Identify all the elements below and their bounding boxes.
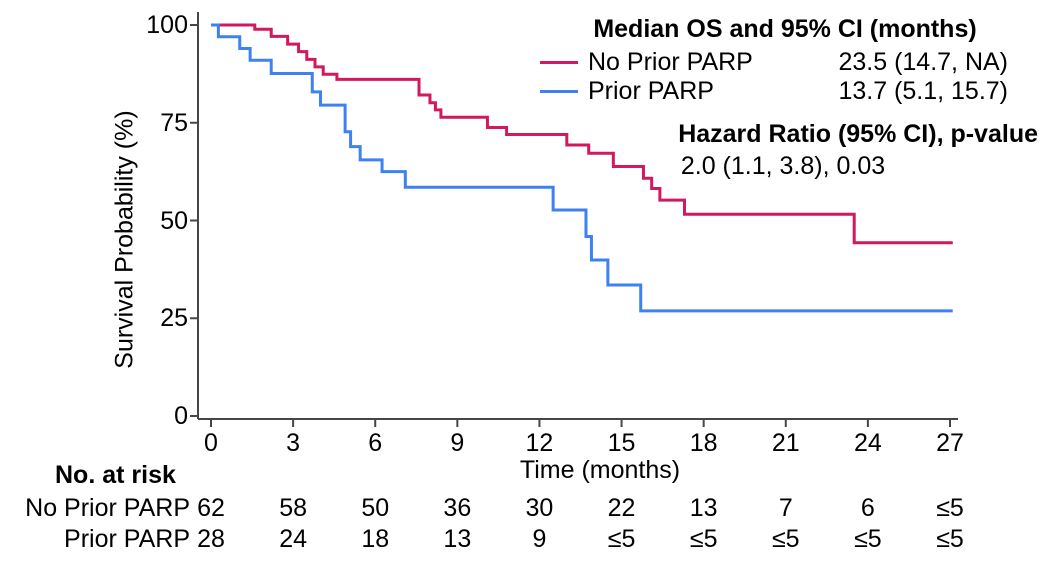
x-tick-label: 27 xyxy=(936,429,964,457)
no-prior-parp-line-swatch-icon xyxy=(540,61,578,64)
risk-count: 13 xyxy=(443,525,472,553)
hazard-ratio-title: Hazard Ratio (95% CI), p-value xyxy=(678,120,1038,148)
risk-count: 13 xyxy=(689,494,718,522)
x-tick-label: 24 xyxy=(853,429,882,457)
x-tick-label: 0 xyxy=(204,429,218,457)
x-tick-label: 15 xyxy=(607,429,636,457)
risk-count: ≤5 xyxy=(936,494,964,522)
risk-count: 58 xyxy=(279,494,308,522)
legend-row-prior-parp: Prior PARP 13.7 (5.1, 15.7) xyxy=(540,77,1008,106)
risk-count: 24 xyxy=(279,525,308,553)
risk-count: 18 xyxy=(361,525,390,553)
risk-count: 30 xyxy=(525,494,554,522)
legend-row-no-prior-parp: No Prior PARP 23.5 (14.7, NA) xyxy=(540,48,1008,77)
x-tick-label: 21 xyxy=(771,429,800,457)
y-tick-label: 25 xyxy=(160,304,188,333)
risk-row-label-prior-parp: Prior PARP xyxy=(64,525,190,553)
legend-label: Prior PARP xyxy=(588,77,714,105)
y-tick-label: 0 xyxy=(174,402,188,430)
risk-count: 28 xyxy=(197,525,225,553)
legend-value: 23.5 (14.7, NA) xyxy=(838,48,1008,76)
risk-count: ≤5 xyxy=(936,525,964,553)
hazard-ratio-value: 2.0 (1.1, 3.8), 0.03 xyxy=(680,152,886,180)
risk-count: 7 xyxy=(778,494,793,522)
risk-count: ≤5 xyxy=(854,525,882,553)
legend-label: No Prior PARP xyxy=(588,48,753,76)
y-tick-label: 100 xyxy=(146,11,188,39)
x-tick-label: 18 xyxy=(689,429,718,457)
y-tick-label: 75 xyxy=(160,108,188,137)
survival-curve-no-prior-parp xyxy=(211,23,953,245)
x-axis-title: Time (months) xyxy=(519,456,681,484)
risk-count: 62 xyxy=(197,494,225,522)
risk-count: 50 xyxy=(361,494,390,522)
y-tick-label: 50 xyxy=(160,206,188,235)
x-tick-label: 9 xyxy=(450,429,465,457)
risk-count: 9 xyxy=(532,525,547,553)
risk-table-header: No. at risk xyxy=(55,461,176,489)
prior-parp-line-swatch-icon xyxy=(540,90,578,93)
risk-count: 36 xyxy=(443,494,472,522)
legend-value: 13.7 (5.1, 15.7) xyxy=(838,77,1008,105)
risk-count: ≤5 xyxy=(771,525,800,553)
risk-row-label-no-prior-parp: No Prior PARP xyxy=(25,494,190,522)
risk-count: 6 xyxy=(860,494,875,522)
legend-title: Median OS and 95% CI (months) xyxy=(593,15,977,43)
risk-count: ≤5 xyxy=(689,525,718,553)
x-tick-label: 12 xyxy=(525,429,554,457)
survival-curve-prior-parp xyxy=(211,23,953,313)
x-tick-label: 6 xyxy=(368,429,383,457)
risk-count: ≤5 xyxy=(607,525,636,553)
risk-count: 22 xyxy=(607,494,636,522)
x-tick-label: 3 xyxy=(286,429,301,457)
